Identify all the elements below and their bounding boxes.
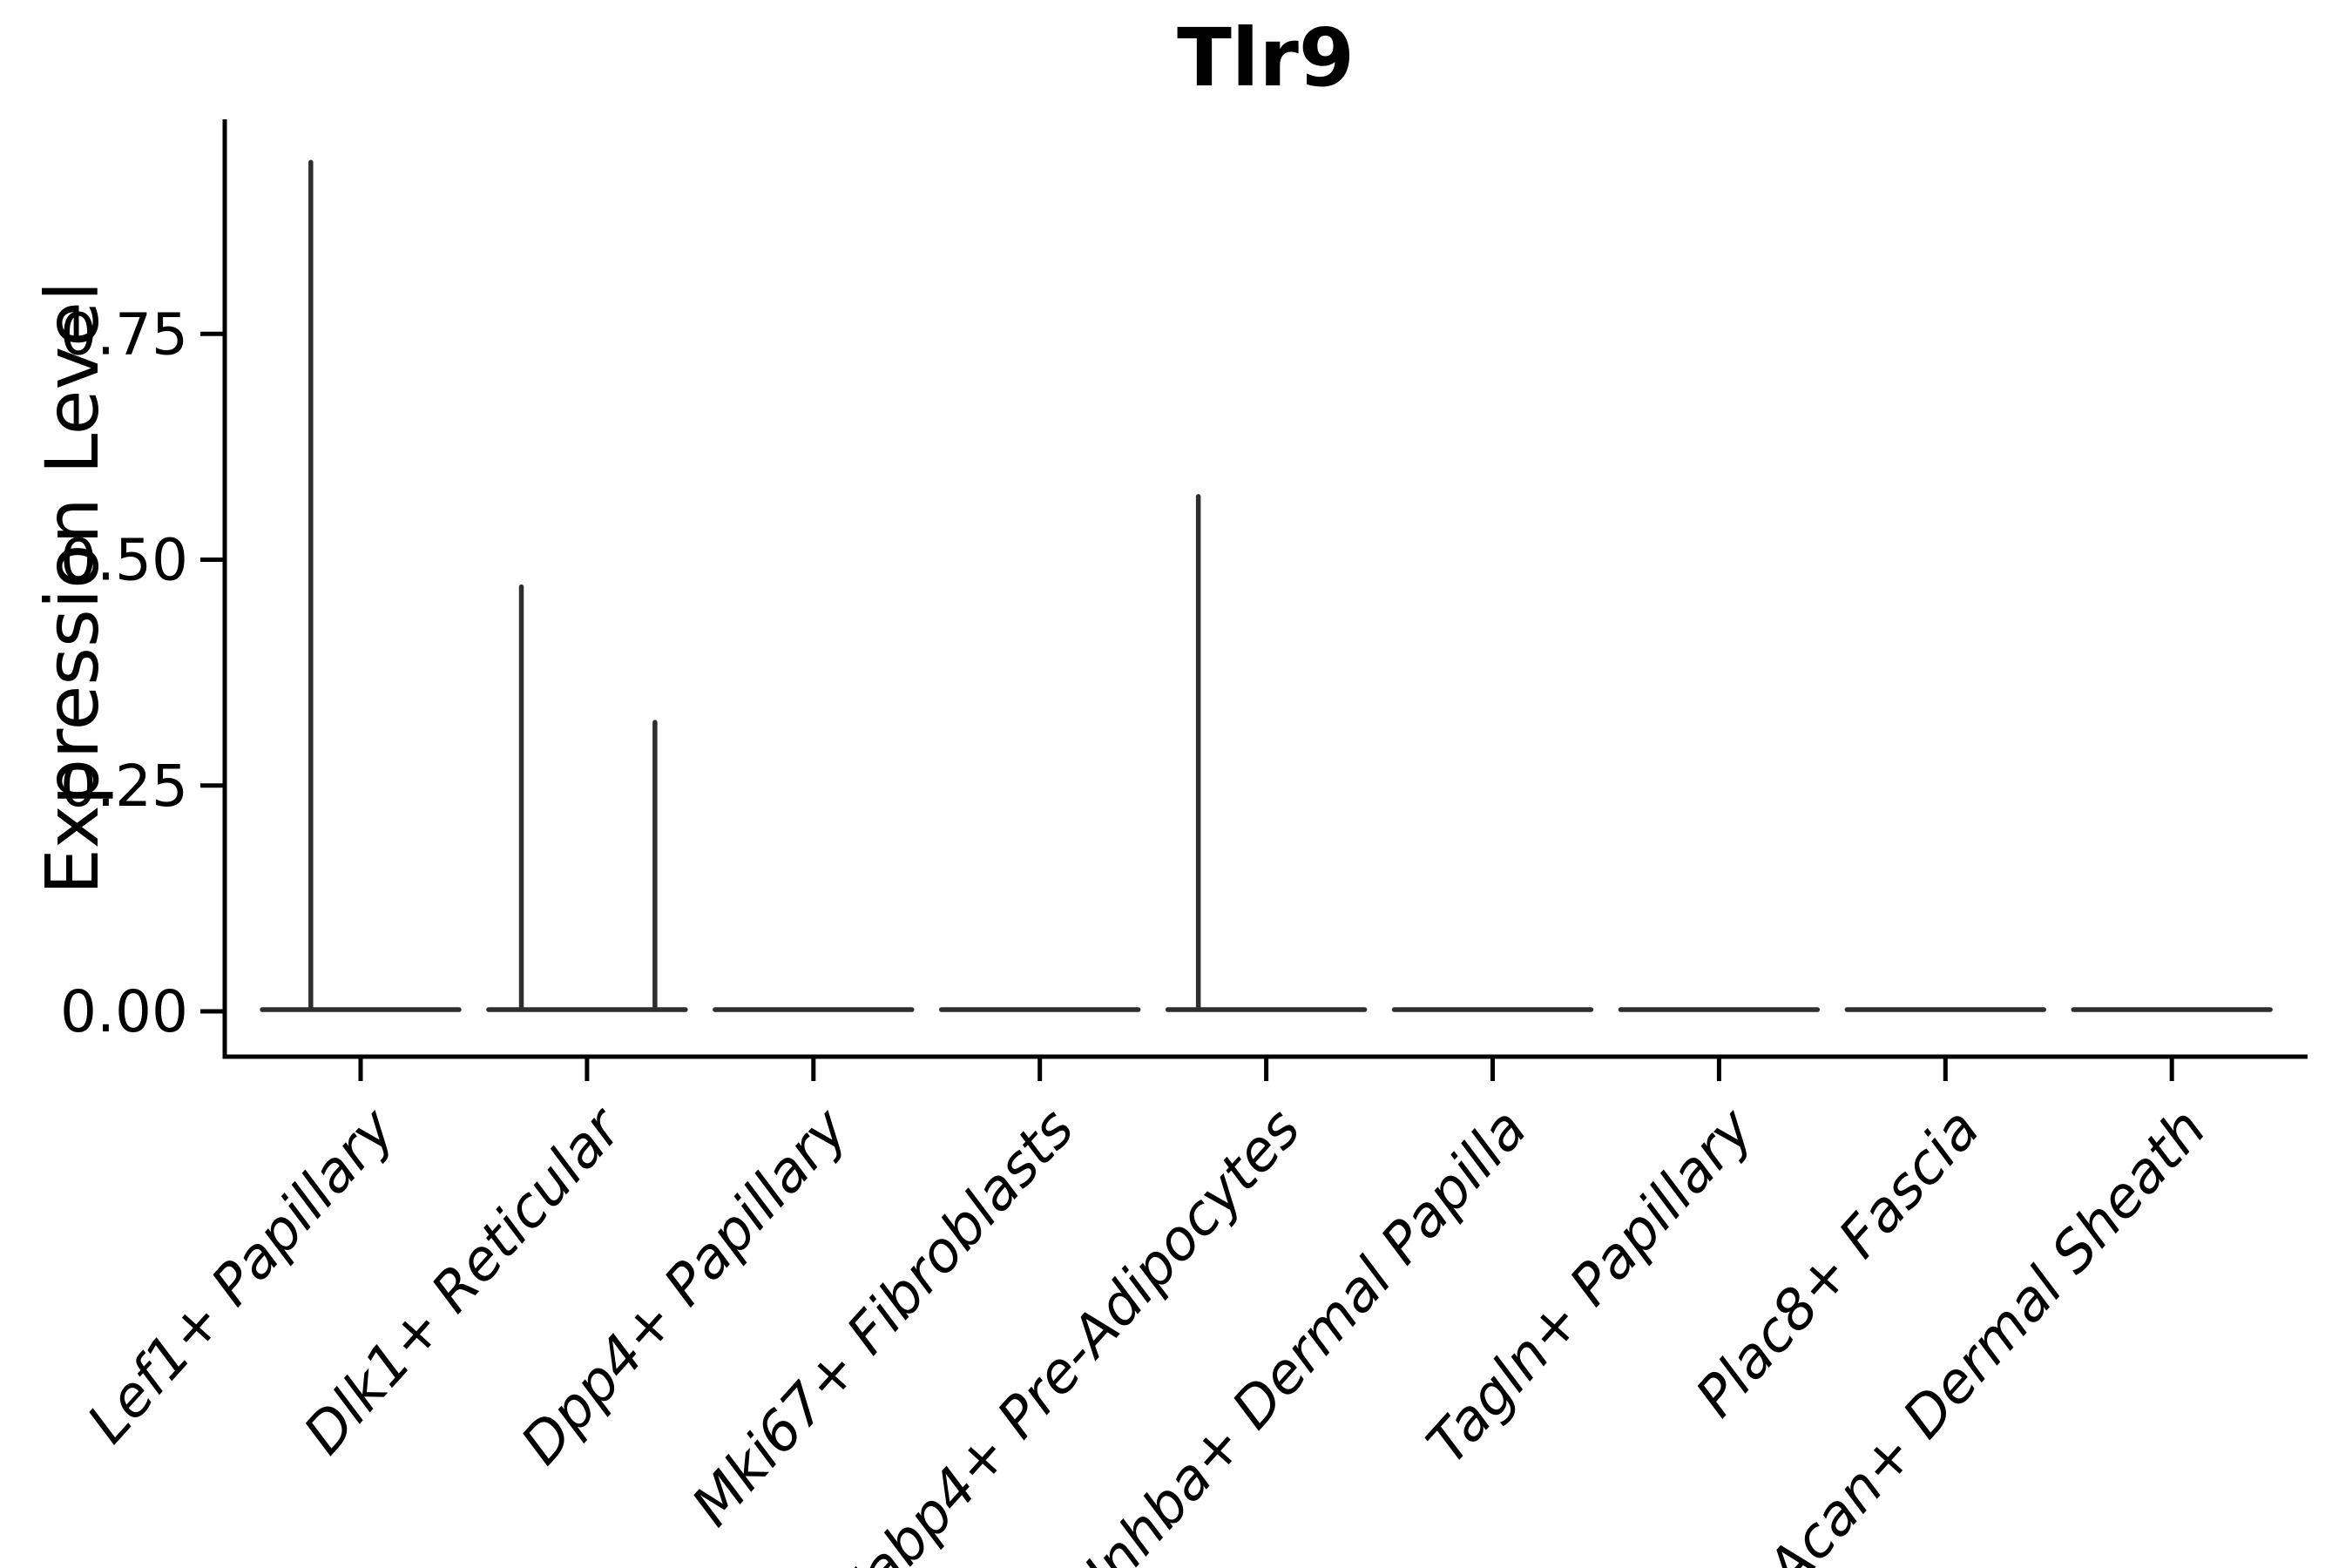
plot-title: Tlr9 bbox=[1177, 11, 1355, 105]
y-tick-label: 0.25 bbox=[60, 753, 188, 820]
y-tick-label: 0.00 bbox=[60, 978, 188, 1045]
x-tick-label: Acan+ Dermal Sheath bbox=[1753, 1097, 2219, 1568]
violin bbox=[486, 584, 688, 1012]
violin bbox=[1165, 494, 1368, 1012]
y-tick-label: 0.50 bbox=[60, 527, 188, 594]
violin bbox=[260, 159, 462, 1012]
violin-layer bbox=[260, 159, 2273, 1012]
y-tick-label: 0.75 bbox=[60, 301, 188, 368]
x-tick-label: Inhba+ Dermal Papilla bbox=[1072, 1097, 1539, 1568]
x-tick-label: Mki67+ Fibroblasts bbox=[680, 1097, 1087, 1538]
y-axis-label: Expression Level bbox=[30, 281, 115, 895]
